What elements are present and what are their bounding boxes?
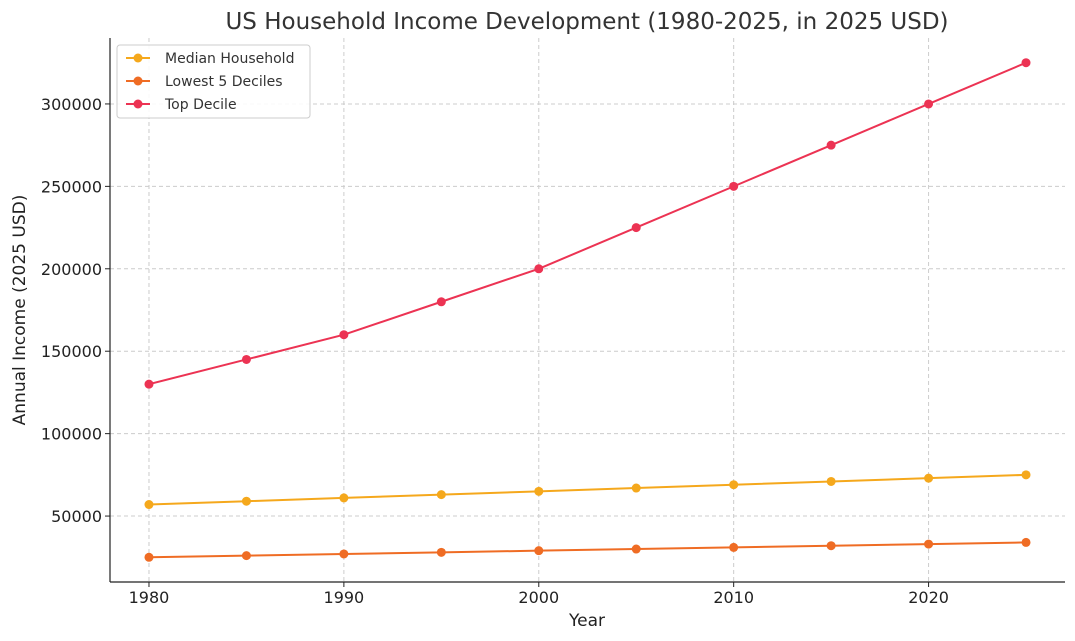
data-point: [826, 541, 836, 551]
x-tick-label: 1990: [324, 588, 365, 607]
series-line: [148, 61, 1027, 386]
x-tick-label: 2020: [908, 588, 949, 607]
series-line: [148, 473, 1027, 506]
y-tick-label: 200000: [41, 260, 102, 279]
series-line: [148, 541, 1027, 559]
data-point: [826, 140, 836, 150]
data-point: [1021, 58, 1031, 68]
data-point: [1021, 470, 1031, 480]
data-point: [144, 379, 154, 389]
y-tick-label: 300000: [41, 95, 102, 114]
x-tick-label: 2010: [713, 588, 754, 607]
x-tick-label: 1980: [129, 588, 170, 607]
series-1: [144, 537, 1031, 562]
legend-marker: [133, 76, 143, 86]
series-2: [144, 58, 1031, 389]
series-0: [144, 470, 1031, 510]
chart-title: US Household Income Development (1980-20…: [225, 9, 948, 35]
x-tick-label: 2000: [518, 588, 559, 607]
legend: Median Household Lowest 5 Deciles Top Deci…: [116, 44, 311, 119]
data-point: [534, 264, 544, 274]
legend-label: Median Household: [165, 51, 294, 67]
data-point: [339, 493, 349, 503]
data-point: [339, 330, 349, 340]
data-point: [339, 549, 349, 559]
data-point: [729, 542, 739, 552]
data-point: [436, 297, 446, 307]
legend-box: [116, 44, 311, 119]
y-tick-label: 100000: [41, 425, 102, 444]
legend-marker: [133, 53, 143, 63]
data-point: [924, 473, 934, 483]
y-tick-label: 50000: [51, 507, 102, 526]
data-point: [144, 500, 154, 510]
plot-series: [144, 58, 1031, 562]
data-point: [534, 546, 544, 556]
data-point: [1021, 537, 1031, 547]
data-point: [924, 539, 934, 549]
grid: [110, 38, 1065, 582]
y-tick-label: 250000: [41, 177, 102, 196]
data-point: [534, 486, 544, 496]
legend-label: Lowest 5 Deciles: [165, 74, 283, 90]
data-point: [241, 551, 251, 561]
x-axis-ticks: 1980 1990 2000 2010 2020: [129, 582, 949, 607]
data-point: [241, 496, 251, 506]
data-point: [631, 544, 641, 554]
y-tick-label: 150000: [41, 342, 102, 361]
data-point: [436, 490, 446, 500]
data-point: [241, 354, 251, 364]
data-point: [631, 483, 641, 493]
data-point: [826, 476, 836, 486]
y-axis-label: Annual Income (2025 USD): [10, 195, 30, 426]
data-point: [631, 223, 641, 233]
legend-marker: [133, 99, 143, 109]
data-point: [729, 480, 739, 490]
x-axis-label: Year: [568, 611, 605, 631]
data-point: [144, 552, 154, 562]
data-point: [729, 181, 739, 191]
data-point: [924, 99, 934, 109]
legend-label: Top Decile: [164, 97, 237, 113]
data-point: [436, 547, 446, 557]
y-axis-ticks: 50000 100000 150000 200000 250000 300000: [41, 95, 110, 526]
